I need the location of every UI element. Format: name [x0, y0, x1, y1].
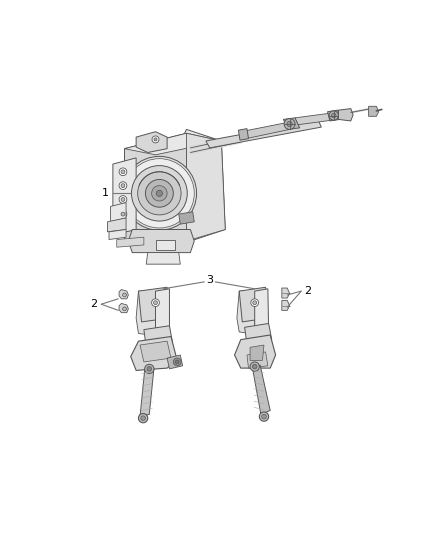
Circle shape [121, 212, 125, 216]
Circle shape [250, 362, 259, 371]
Circle shape [138, 414, 148, 423]
Polygon shape [282, 301, 290, 310]
Polygon shape [136, 291, 155, 336]
Text: 1: 1 [102, 188, 109, 198]
Text: 2: 2 [90, 299, 97, 309]
Polygon shape [282, 288, 290, 298]
Polygon shape [113, 158, 136, 235]
Circle shape [122, 156, 197, 230]
Circle shape [329, 111, 339, 120]
Polygon shape [183, 130, 225, 241]
Polygon shape [155, 289, 170, 336]
Circle shape [252, 364, 257, 369]
Circle shape [124, 159, 194, 228]
Polygon shape [107, 218, 126, 232]
Circle shape [259, 412, 268, 421]
Circle shape [138, 172, 181, 215]
Polygon shape [206, 120, 321, 148]
Circle shape [123, 293, 127, 297]
Circle shape [121, 170, 125, 174]
Polygon shape [136, 132, 167, 152]
Polygon shape [241, 123, 290, 140]
Circle shape [154, 301, 157, 304]
Polygon shape [144, 326, 173, 348]
Circle shape [287, 122, 292, 127]
Polygon shape [250, 345, 264, 360]
Polygon shape [140, 368, 154, 417]
Circle shape [156, 190, 162, 196]
Circle shape [175, 360, 179, 364]
Polygon shape [119, 289, 128, 299]
Polygon shape [140, 341, 171, 362]
Circle shape [119, 182, 127, 189]
Polygon shape [328, 110, 340, 121]
Circle shape [145, 180, 173, 207]
Circle shape [131, 166, 187, 221]
Polygon shape [239, 287, 268, 322]
Polygon shape [109, 230, 126, 239]
Polygon shape [339, 109, 353, 121]
Polygon shape [252, 365, 270, 414]
Polygon shape [138, 287, 170, 322]
Polygon shape [155, 239, 175, 251]
Polygon shape [124, 133, 187, 245]
Circle shape [141, 416, 145, 421]
Polygon shape [128, 230, 194, 253]
Circle shape [121, 184, 125, 188]
Circle shape [152, 136, 159, 143]
Polygon shape [146, 253, 180, 264]
Polygon shape [237, 291, 255, 334]
Text: 2: 2 [304, 286, 311, 296]
Polygon shape [110, 203, 126, 222]
Polygon shape [255, 289, 268, 334]
Polygon shape [131, 336, 177, 370]
Circle shape [147, 367, 152, 371]
Polygon shape [235, 335, 276, 368]
Polygon shape [295, 113, 332, 125]
Circle shape [173, 358, 181, 366]
Polygon shape [119, 303, 128, 313]
Circle shape [251, 299, 258, 306]
Polygon shape [247, 352, 268, 368]
Polygon shape [369, 106, 379, 116]
Polygon shape [124, 133, 221, 155]
Circle shape [123, 307, 127, 311]
Polygon shape [245, 324, 272, 344]
Polygon shape [283, 118, 300, 130]
Polygon shape [187, 133, 225, 241]
Circle shape [284, 119, 295, 130]
Polygon shape [238, 128, 248, 140]
Circle shape [261, 414, 266, 419]
Circle shape [145, 364, 154, 374]
Circle shape [119, 210, 127, 218]
Circle shape [253, 301, 257, 304]
Circle shape [119, 168, 127, 175]
Circle shape [152, 299, 159, 306]
Circle shape [152, 185, 167, 201]
Circle shape [154, 138, 157, 141]
Polygon shape [117, 237, 144, 247]
Polygon shape [179, 212, 194, 224]
Circle shape [119, 196, 127, 203]
Circle shape [121, 198, 125, 201]
Circle shape [332, 113, 336, 118]
Polygon shape [167, 355, 183, 369]
Text: 3: 3 [206, 274, 213, 285]
